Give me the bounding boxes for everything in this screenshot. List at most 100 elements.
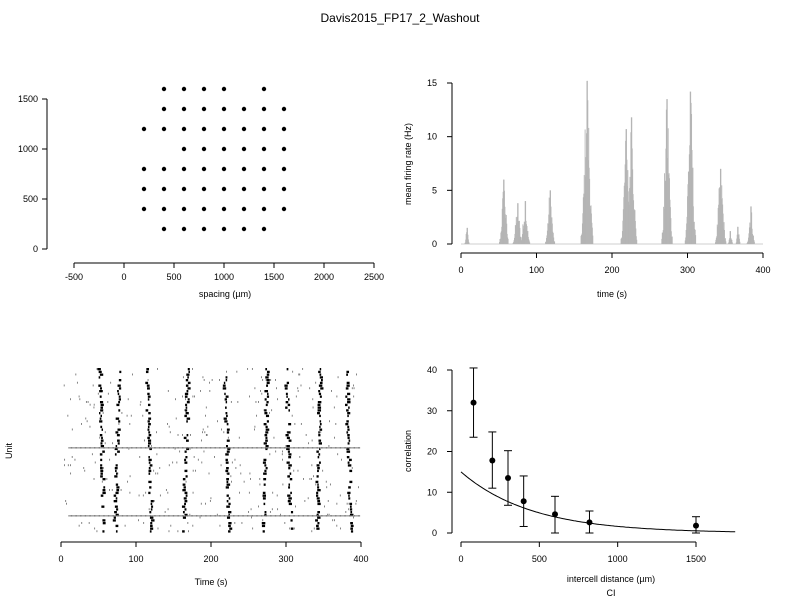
burst-spike (317, 522, 320, 525)
spike (322, 447, 324, 449)
burst-spike (115, 464, 118, 467)
spike (213, 515, 215, 517)
spike (276, 494, 278, 497)
spike (303, 515, 304, 517)
spike (107, 401, 109, 403)
burst-spike (182, 516, 186, 519)
burst-spike (265, 425, 268, 429)
raster-panel: 0 100 200 300 400 Time (s) Unit (4, 368, 369, 587)
burst-spike (317, 456, 320, 459)
spike (260, 390, 261, 392)
spike (291, 447, 293, 449)
burst-spike (318, 461, 321, 464)
spike (351, 515, 353, 517)
spike (205, 502, 206, 505)
spike (143, 522, 145, 524)
spike (142, 447, 144, 449)
spike (339, 494, 341, 497)
burst-spike (347, 392, 351, 396)
burst-spike (345, 403, 348, 407)
spike (109, 458, 111, 461)
electrode-point (261, 166, 267, 172)
burst-spike (183, 486, 186, 489)
spike (197, 515, 199, 517)
spike (232, 515, 234, 517)
spike (354, 515, 355, 517)
spike (282, 483, 284, 486)
spike (324, 447, 326, 449)
spike (125, 447, 127, 449)
spike (277, 508, 279, 511)
spike (250, 478, 251, 480)
burst-spike (319, 423, 322, 426)
x-tick-label: 100 (529, 265, 544, 275)
burst-spike (184, 491, 188, 495)
spike (159, 494, 161, 497)
spike (252, 515, 253, 517)
x-tick-label: 200 (604, 265, 619, 275)
spike (208, 515, 210, 517)
spike (305, 447, 307, 449)
spike (150, 445, 152, 447)
burst-spike (286, 436, 290, 440)
spike (336, 447, 338, 449)
spike (258, 401, 259, 403)
spike (174, 515, 176, 517)
spike (93, 403, 95, 406)
electrode-point (201, 166, 207, 172)
spike (340, 515, 341, 517)
spike (261, 392, 263, 395)
spike (164, 447, 166, 449)
spike (239, 464, 241, 467)
spike (336, 524, 338, 527)
burst-spike (102, 491, 106, 495)
spike (76, 515, 78, 517)
spike (257, 515, 259, 517)
spike (249, 447, 251, 449)
burst-spike (99, 453, 103, 456)
spike (253, 447, 255, 449)
burst-spike (317, 516, 321, 519)
spike (249, 395, 250, 398)
spike (248, 491, 250, 494)
spike (132, 515, 134, 517)
spike (169, 515, 171, 517)
spike (148, 515, 150, 517)
burst-spike (223, 381, 226, 385)
spike (250, 515, 252, 517)
spike (128, 515, 130, 517)
spike (240, 447, 242, 449)
spike (244, 447, 246, 449)
spike (259, 447, 261, 449)
spike (281, 515, 283, 517)
spike (280, 513, 281, 516)
burst-spike (287, 500, 291, 503)
burst-spike (347, 428, 350, 431)
spike (327, 515, 329, 517)
spike (142, 515, 144, 517)
spike (229, 515, 231, 517)
spike (216, 515, 218, 517)
spike (303, 447, 304, 449)
electrode-point (221, 146, 227, 152)
spike (358, 486, 359, 489)
spike (271, 508, 273, 511)
spike (78, 447, 80, 449)
spike (354, 447, 355, 449)
spike (349, 447, 350, 449)
spike (113, 447, 115, 449)
spike (327, 513, 329, 516)
spike (297, 387, 299, 390)
spike (269, 447, 271, 449)
burst-spike (349, 502, 353, 506)
spike (116, 447, 118, 449)
burst-spike (100, 406, 104, 409)
spike (160, 515, 162, 517)
spike (167, 508, 169, 511)
spike (355, 500, 357, 502)
spike (266, 515, 268, 517)
burst-spike (319, 428, 323, 431)
spike (207, 425, 209, 428)
burst-spike (349, 480, 353, 484)
burst-spike (286, 447, 290, 451)
